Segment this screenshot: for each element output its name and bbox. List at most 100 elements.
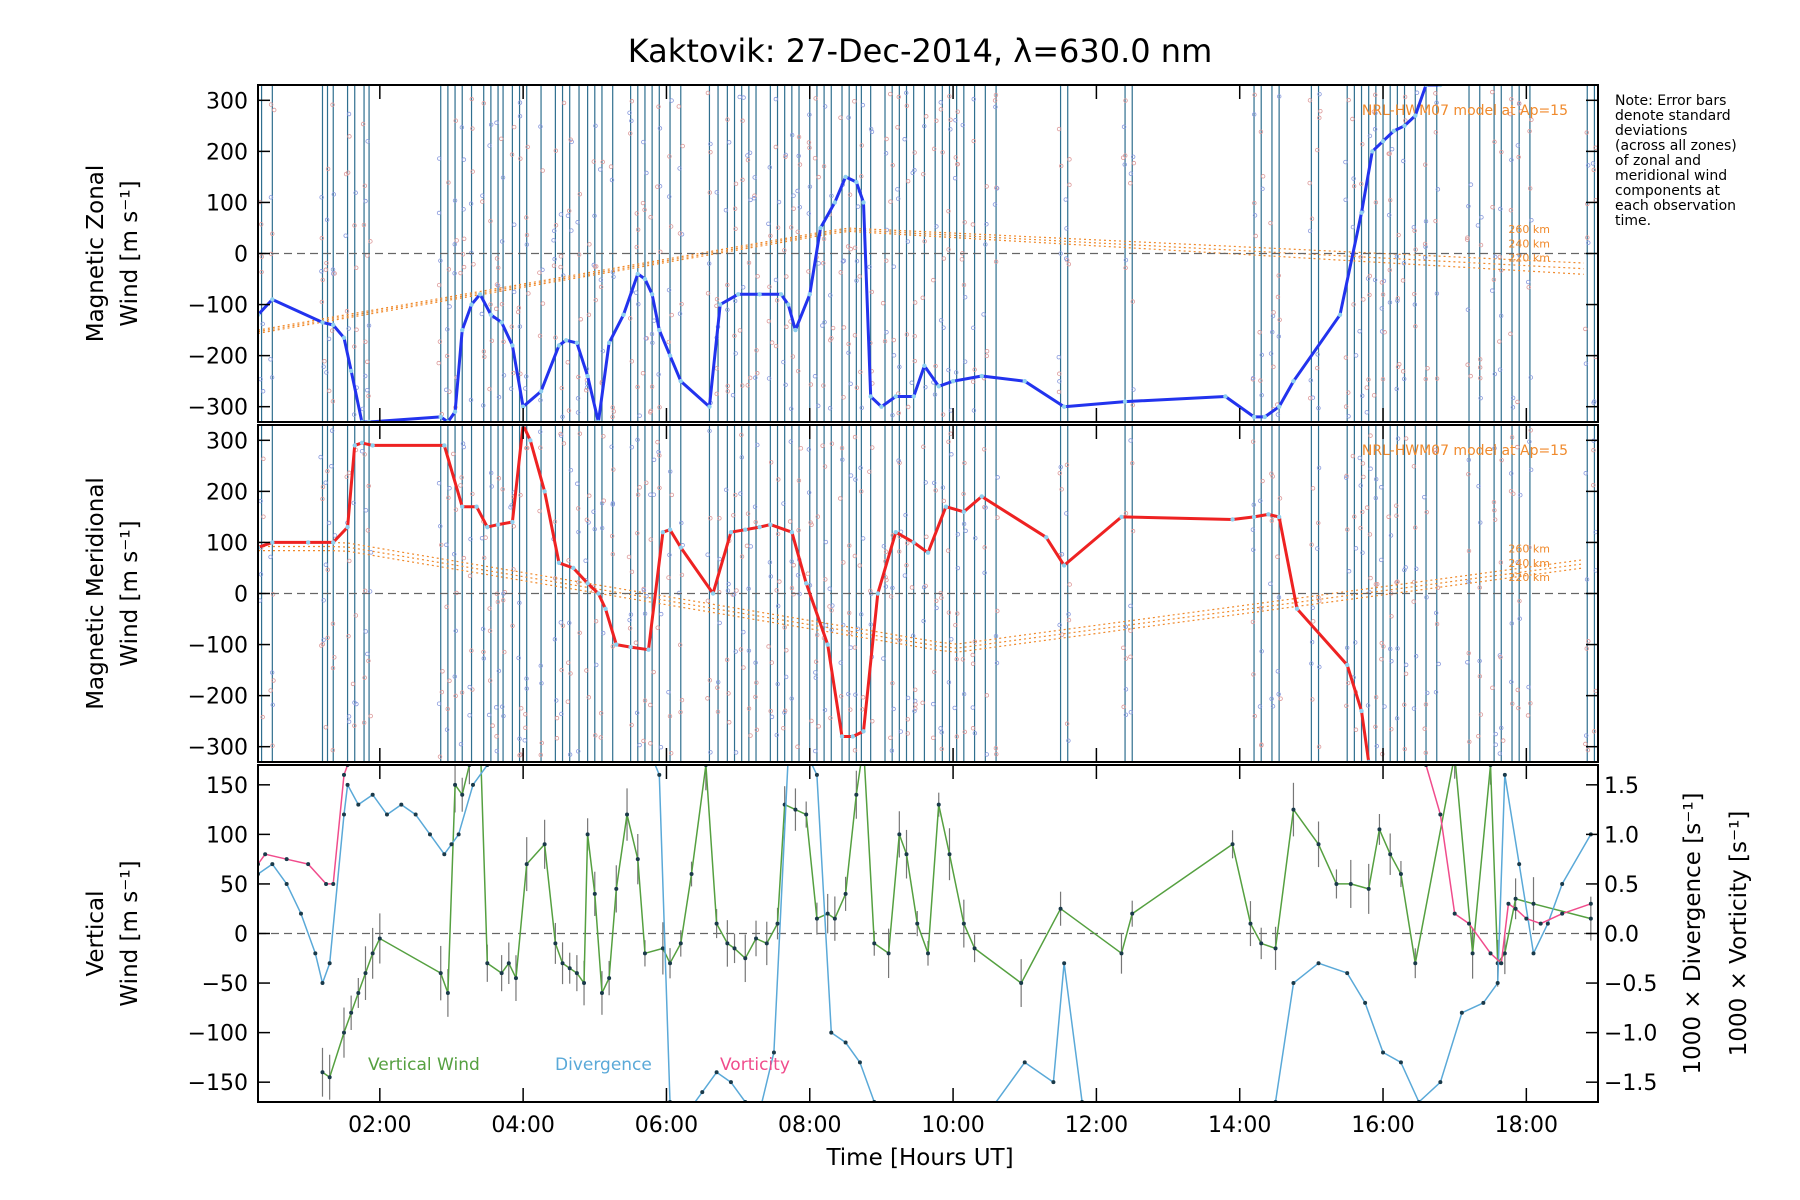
zone-sample-point (566, 558, 571, 563)
zone-sample-point (343, 233, 348, 238)
zone-sample-point (1515, 143, 1521, 148)
zone-sample-point (1583, 361, 1589, 366)
zone-sample-point (953, 622, 958, 628)
zone-sample-point (575, 481, 580, 486)
zone-sample-point (1498, 206, 1503, 212)
zone-sample-point (806, 211, 811, 216)
zone-sample-point (905, 731, 910, 736)
zone-sample-point (867, 264, 872, 270)
zone-sample-point (838, 270, 843, 275)
data-point (850, 734, 855, 739)
zone-sample-point (789, 225, 794, 230)
data-point (485, 961, 490, 966)
zone-sample-point (912, 300, 918, 305)
zone-sample-point (1372, 127, 1378, 132)
zone-sample-point (539, 681, 544, 686)
zone-sample-point (796, 528, 801, 533)
zone-sample-point (680, 143, 685, 149)
zone-sample-point (1466, 457, 1472, 463)
zone-sample-point (553, 335, 558, 340)
zone-sample-point (813, 670, 818, 675)
zone-sample-point (1259, 393, 1264, 398)
zone-sample-point (1128, 171, 1134, 176)
zone-sample-point (1379, 640, 1384, 646)
data-point (961, 921, 966, 926)
zone-sample-point (583, 558, 588, 563)
zone-sample-point (904, 90, 909, 96)
zone-sample-point (782, 248, 787, 253)
zone-sample-point (496, 394, 502, 400)
zone-sample-point (1389, 146, 1395, 152)
zone-sample-point (467, 573, 473, 579)
zone-sample-point (517, 736, 522, 741)
data-point (1467, 921, 1472, 926)
zone-sample-point (1527, 545, 1532, 550)
x-tick-label: 08:00 (778, 1113, 841, 1138)
zone-sample-point (881, 543, 887, 549)
data-point (714, 1070, 719, 1075)
zone-sample-point (705, 291, 711, 296)
zone-sample-point (443, 387, 449, 393)
zone-sample-point (910, 170, 915, 176)
zone-sample-point (635, 227, 641, 232)
zone-sample-point (775, 225, 781, 230)
zone-sample-point (518, 156, 523, 161)
right-tick-label: −1.5 (1604, 1071, 1657, 1096)
zone-sample-point (972, 639, 978, 644)
data-point (743, 956, 748, 961)
zone-sample-point (323, 725, 329, 730)
zone-sample-point (501, 598, 506, 603)
data-point (442, 852, 447, 857)
zone-sample-point (882, 339, 888, 344)
zone-sample-point (669, 98, 674, 103)
zone-sample-point (776, 477, 781, 482)
zone-sample-point (1479, 215, 1484, 220)
zone-sample-point (934, 118, 939, 123)
zone-sample-point (598, 167, 603, 172)
zone-sample-point (854, 258, 860, 264)
zone-sample-point (1131, 160, 1137, 166)
zone-sample-point (733, 181, 739, 187)
data-point (456, 832, 461, 837)
zone-sample-point (741, 629, 746, 635)
zone-sample-point (1309, 639, 1315, 645)
zone-sample-point (641, 139, 646, 145)
data-point (754, 936, 759, 941)
zone-sample-point (740, 285, 746, 290)
zone-sample-point (1498, 313, 1504, 319)
zone-sample-point (470, 687, 475, 692)
zone-sample-point (993, 259, 999, 264)
zone-sample-point (576, 749, 581, 754)
zone-sample-point (1508, 331, 1513, 337)
zone-sample-point (1316, 405, 1321, 411)
data-point (306, 862, 311, 867)
zone-sample-point (773, 277, 779, 283)
zone-sample-point (1373, 476, 1379, 482)
zone-sample-point (1277, 496, 1283, 501)
zone-sample-point (1477, 357, 1483, 362)
zone-sample-point (869, 289, 875, 295)
data-point (987, 1110, 991, 1114)
zone-sample-point (1309, 661, 1314, 666)
zone-sample-point (961, 691, 967, 697)
zone-sample-point (946, 610, 952, 615)
zone-sample-point (841, 560, 846, 565)
zone-sample-point (1382, 704, 1387, 709)
zone-sample-point (451, 451, 456, 457)
zone-sample-point (774, 588, 779, 593)
zone-sample-point (884, 136, 889, 142)
data-point (926, 951, 930, 956)
zone-sample-point (726, 691, 731, 696)
zone-sample-point (1058, 464, 1063, 470)
data-point (1517, 862, 1522, 867)
zone-sample-point (838, 694, 844, 699)
data-point (801, 743, 805, 747)
zone-sample-point (459, 690, 465, 695)
zone-sample-point (714, 296, 720, 302)
zone-sample-point (813, 675, 818, 680)
zone-sample-point (1403, 118, 1408, 123)
zone-sample-point (913, 702, 918, 707)
zone-sample-point (363, 508, 369, 513)
zone-sample-point (895, 125, 900, 130)
zone-sample-point (360, 121, 366, 127)
